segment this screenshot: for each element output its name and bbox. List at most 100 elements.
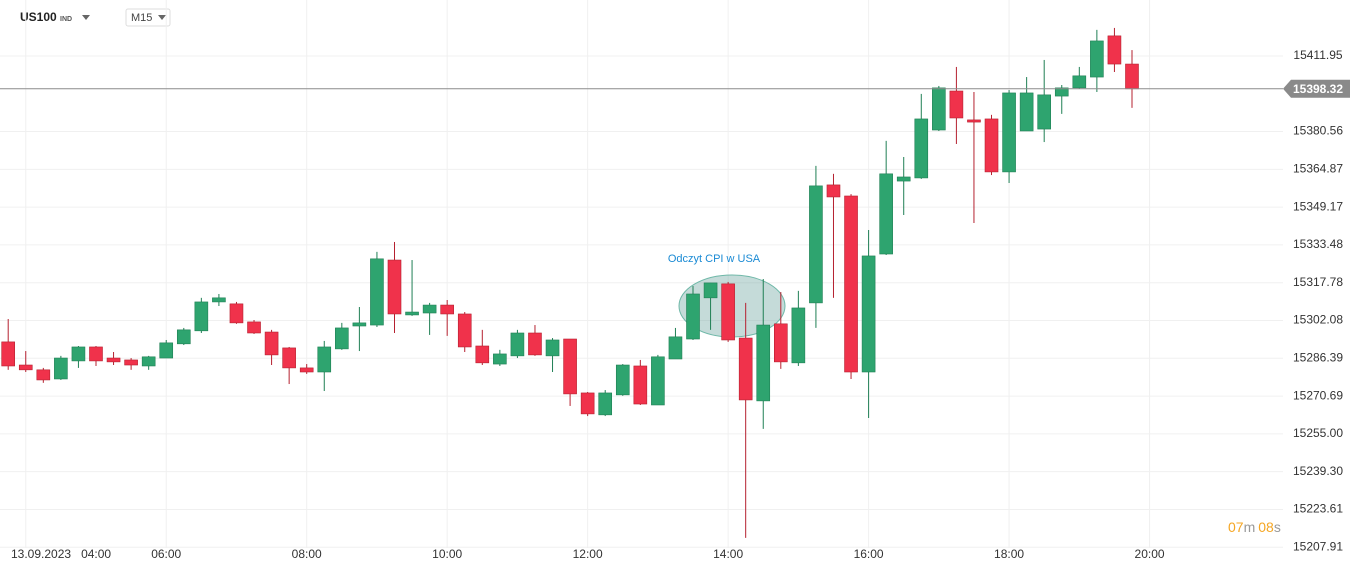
candle-body (141, 356, 156, 367)
candle-body (826, 184, 841, 198)
y-tick-label: 15270.69 (1293, 388, 1343, 402)
candle-body (176, 329, 191, 345)
candle-body (1037, 94, 1051, 130)
candle-body (510, 332, 525, 357)
y-tick-label: 15302.08 (1293, 313, 1343, 327)
candle-body (352, 322, 367, 327)
candle-body (159, 342, 174, 359)
candle-body (686, 293, 700, 340)
x-tick-label: 10:00 (432, 547, 462, 561)
candle-body (1002, 92, 1016, 173)
y-tick-label: 15255.00 (1293, 426, 1343, 440)
candle-body (914, 118, 929, 179)
candle-body (387, 259, 402, 315)
candle-body (1072, 75, 1087, 89)
x-tick-label: 20:00 (1135, 547, 1165, 561)
candles (0, 27, 1283, 538)
candle-body (738, 337, 753, 401)
x-tick-label: 14:00 (713, 547, 743, 561)
candle-body (106, 357, 121, 363)
y-tick-label: 15207.91 (1293, 539, 1343, 553)
date-label: 13.09.2023 (11, 547, 71, 561)
candle-body (264, 331, 279, 356)
timeframe-dropdown[interactable] (158, 15, 166, 20)
candle-body (1054, 87, 1069, 97)
candle-body (194, 301, 209, 332)
candle-body (879, 173, 893, 255)
symbol-class: IND (60, 16, 72, 23)
candle-body (1, 341, 15, 367)
candle-body (36, 369, 51, 381)
price-tag (1283, 79, 1350, 98)
candle-body (335, 327, 349, 350)
candle-body (703, 282, 718, 299)
y-tick-label: 15380.56 (1293, 124, 1343, 138)
countdown-minutes-unit: m (1244, 519, 1256, 535)
candle-body (457, 313, 472, 348)
y-tick-label: 15411.95 (1293, 48, 1342, 62)
candle-body (545, 339, 560, 357)
candle-body (405, 311, 419, 316)
candle-body (370, 258, 384, 326)
candle-body (422, 304, 437, 314)
countdown: 07m 08s (1228, 519, 1281, 535)
axes: 15411.95 15380.56 15364.87 15349.17 15333.48… (11, 48, 1350, 561)
y-tick-label: 15223.61 (1293, 502, 1343, 516)
candle-body (89, 346, 103, 362)
y-tick-label: 15364.87 (1293, 162, 1343, 176)
timeframe[interactable]: M15 (131, 12, 152, 24)
candle-body (247, 321, 261, 334)
candle-body (282, 347, 296, 369)
candle-body (18, 364, 33, 371)
candle-body (774, 323, 788, 363)
y-tick-label: 15349.17 (1293, 199, 1343, 213)
x-tick-label: 06:00 (151, 547, 181, 561)
y-tick-label: 15286.39 (1293, 350, 1343, 364)
candle-body (229, 303, 244, 324)
x-tick-label: 04:00 (81, 547, 111, 561)
annotation: Odczyt CPI w USA (668, 253, 761, 265)
symbol[interactable]: US100 (20, 10, 57, 24)
candle-body (809, 185, 823, 304)
countdown-seconds-unit: s (1274, 519, 1281, 535)
candle-body (563, 338, 577, 395)
candle-body (949, 90, 964, 119)
candle-body (580, 392, 595, 415)
candle-body (475, 345, 490, 364)
candle-body (1125, 63, 1139, 90)
y-tick-label: 15239.30 (1293, 464, 1343, 478)
candle-body (1090, 40, 1104, 78)
candle-body (212, 297, 226, 303)
candle-body (54, 357, 68, 380)
countdown-seconds: 08 (1258, 519, 1274, 535)
candle-body (651, 356, 665, 406)
candle-body (71, 346, 86, 362)
candle-body (861, 255, 876, 373)
candle-body (299, 367, 314, 373)
candle-body (668, 336, 683, 360)
y-tick-label: 15317.78 (1293, 275, 1343, 289)
candle-body (844, 195, 858, 373)
candle-body (984, 118, 999, 173)
header: US100 IND M15 (20, 8, 171, 27)
x-tick-label: 18:00 (994, 547, 1024, 561)
x-tick-label: 16:00 (854, 547, 884, 561)
candle-body (1107, 35, 1122, 65)
candle-body (440, 304, 454, 315)
candle-body (756, 324, 771, 402)
x-tick-label: 08:00 (292, 547, 322, 561)
candle-body (1019, 92, 1034, 132)
symbol-dropdown[interactable] (82, 15, 90, 20)
candle-body (615, 364, 630, 396)
timeframe-box[interactable] (125, 8, 171, 27)
candle-body (598, 392, 613, 416)
price-tag-label: 15398.32 (1293, 82, 1343, 96)
candle-body (791, 307, 806, 364)
x-tick-label: 12:00 (573, 547, 603, 561)
candle-body (967, 119, 981, 123)
candle-body (124, 359, 138, 366)
candle-body (317, 346, 332, 373)
candle-body (528, 332, 542, 356)
